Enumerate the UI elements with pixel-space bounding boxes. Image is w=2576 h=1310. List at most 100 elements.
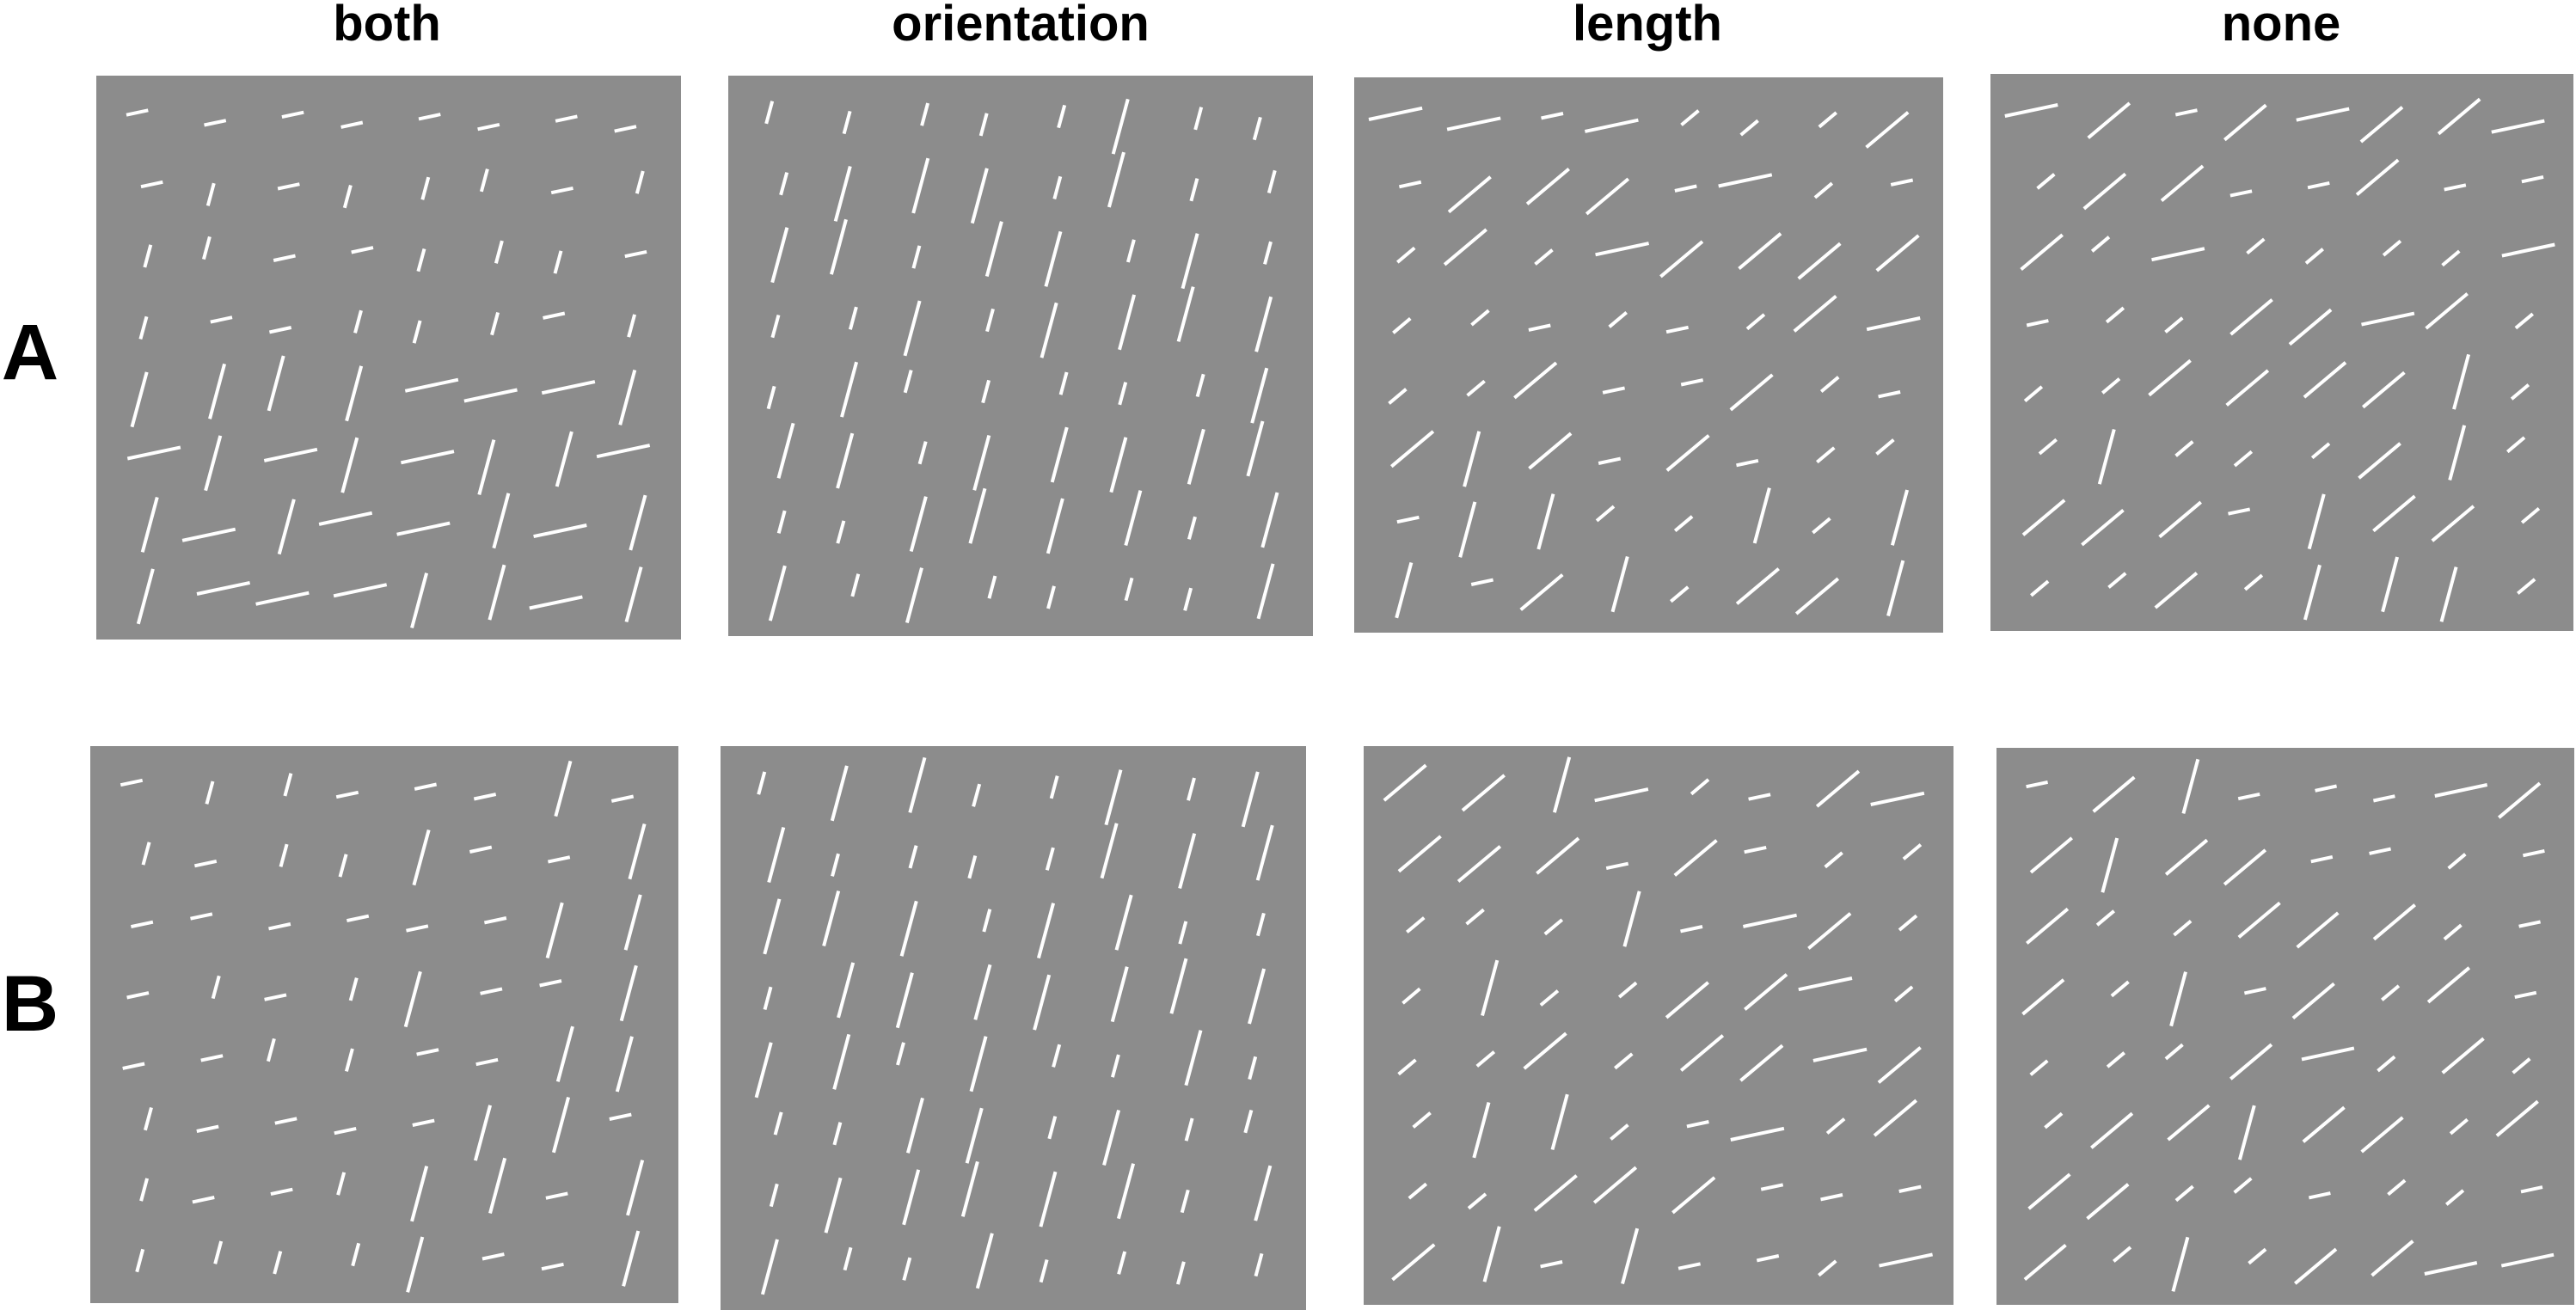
line-segment [533,523,587,539]
line-segment [268,922,291,931]
line-segment [627,314,637,338]
line-segment [555,431,573,487]
line-segment [2310,854,2334,864]
line-segment [139,1178,150,1202]
row-title-a: A [1,309,59,396]
line-segment [1902,843,1923,860]
line-segment [264,993,287,1001]
panel-b-orientation [721,746,1306,1310]
line-segment [1267,169,1277,194]
line-segment [138,315,149,340]
line-segment [1046,585,1056,609]
line-segment [629,494,647,551]
line-segment [1729,373,1774,412]
line-segment [2303,564,2321,621]
line-segment [2500,1252,2555,1268]
line-segment [494,240,504,264]
line-segment [2294,1247,2338,1285]
line-segment [776,510,787,534]
line-segment [768,565,787,621]
line-segment [902,1169,921,1226]
line-segment [541,380,596,395]
line-segment [1187,516,1197,540]
line-segment [1195,373,1205,398]
line-segment [2307,181,2330,190]
line-segment [1475,1050,1496,1068]
line-segment [1254,1165,1273,1221]
line-segment [1463,431,1481,487]
line-segment [1045,847,1055,871]
line-segment [824,1177,843,1233]
line-segment [2160,164,2205,203]
panel-b-none [1996,748,2574,1305]
line-segment [1050,426,1069,483]
line-segment [836,520,846,544]
line-segment [2151,247,2205,262]
line-segment [623,894,642,951]
line-segment [2520,1185,2543,1194]
line-segment [1401,987,1421,1005]
line-segment [2425,292,2469,330]
line-segment [1396,515,1420,524]
line-segment [960,1160,979,1217]
line-segment [1104,769,1123,826]
line-segment [1183,587,1193,611]
line-segment [1039,1171,1058,1227]
line-segment [2447,853,2467,870]
line-segment [1540,1260,1563,1269]
line-segment [2223,103,2267,142]
line-segment [136,568,155,625]
line-segment [1114,894,1133,951]
line-segment [545,1191,568,1200]
line-segment [1398,180,1422,189]
line-segment [1458,501,1477,558]
line-segment [1870,791,1925,806]
line-segment [488,564,506,621]
line-segment [2237,901,2281,939]
line-segment [829,218,848,275]
line-segment [1550,1093,1569,1151]
line-segment [1813,181,1834,199]
line-segment [1176,286,1195,342]
line-segment [2097,428,2116,485]
line-segment [1584,118,1639,133]
line-segment [2288,308,2333,346]
line-segment [2090,1111,2134,1149]
line-segment [1110,966,1129,1023]
line-segment [270,1187,293,1197]
line-segment [1671,1176,1716,1215]
line-segment [2173,919,2193,937]
line-segment [1470,309,1490,327]
line-segment [2377,1055,2396,1073]
line-segment [277,182,300,191]
line-segment [126,108,149,117]
line-segment [1470,578,1494,586]
line-segment [2021,978,2065,1016]
line-segment [545,902,564,959]
line-segment [2038,438,2058,456]
line-segment [345,365,364,422]
line-segment [1738,232,1782,271]
line-segment [2355,158,2400,197]
line-segment [1193,107,1204,131]
panel-b-length-segments [1383,756,1934,1285]
line-segment [779,172,789,196]
line-segment [1109,437,1128,493]
line-segment [1472,1101,1491,1159]
line-segment [2027,1172,2071,1210]
line-segment [2510,383,2530,401]
line-segment [201,236,212,260]
line-segment [822,890,841,947]
column-title-none: none [2221,0,2341,52]
line-segment [1187,428,1205,485]
line-segment [1820,1193,1843,1202]
line-segment [2044,1111,2064,1129]
line-segment [342,184,353,209]
line-segment [1541,112,1564,120]
line-segment [1368,106,1423,121]
line-segment [1466,379,1486,397]
line-segment [2424,1261,2478,1276]
line-segment [1189,178,1199,202]
line-segment [2023,385,2044,403]
line-segment [2164,316,2184,334]
